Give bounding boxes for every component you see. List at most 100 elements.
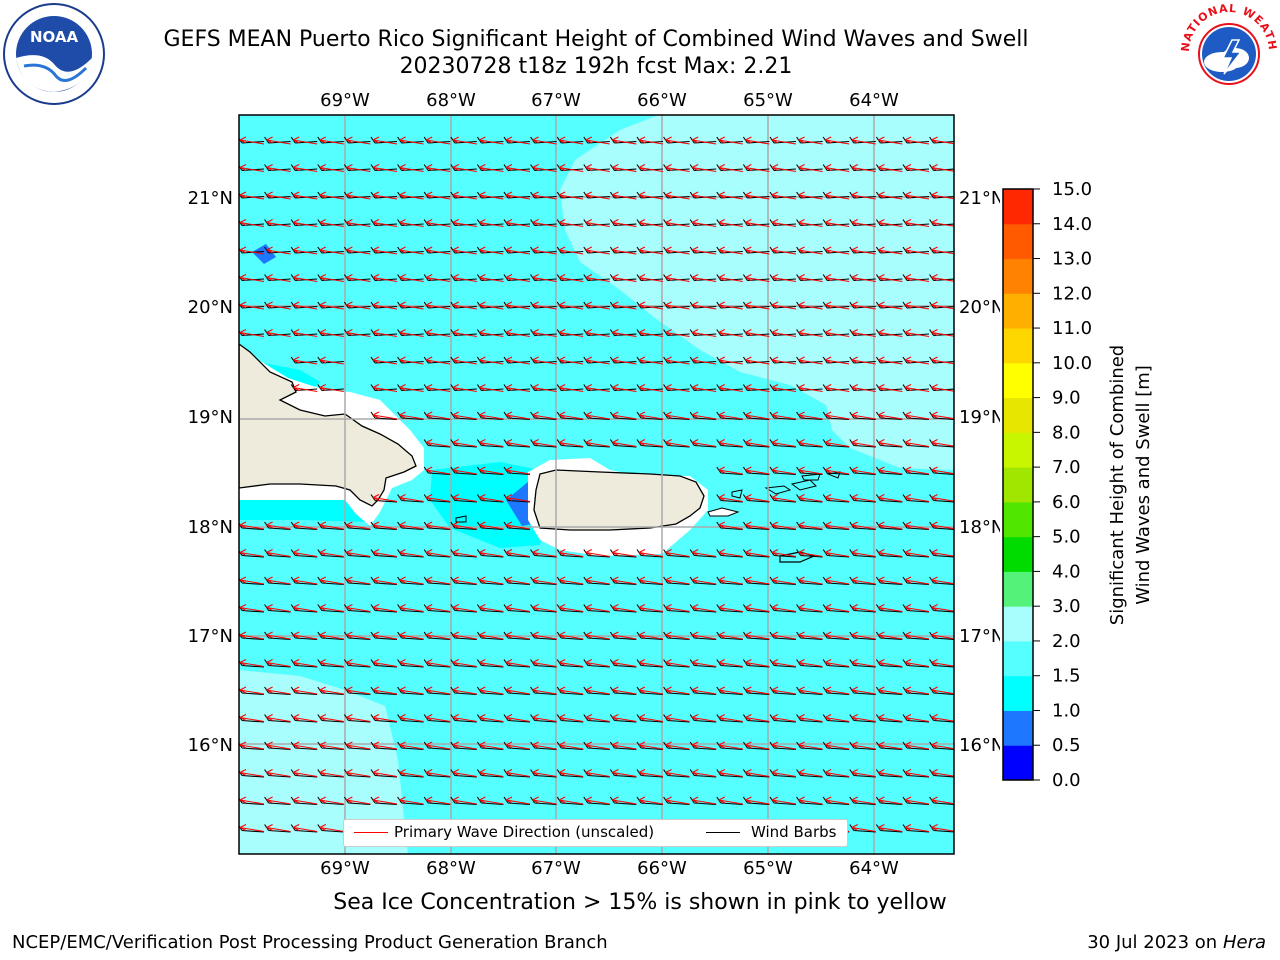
wave-direction-arrow: [665, 164, 690, 173]
wave-direction-arrow: [558, 741, 584, 750]
wave-direction-arrow: [904, 576, 930, 585]
wave-direction-arrow: [612, 604, 637, 613]
wave-direction-arrow: [798, 356, 823, 365]
wave-direction-arrow: [319, 741, 344, 750]
wave-direction-arrow: [638, 796, 664, 805]
wave-direction-arrow: [691, 439, 717, 448]
colorbar-band: [1003, 467, 1033, 503]
wave-direction-arrow: [851, 659, 876, 668]
wave-direction-arrow: [372, 631, 398, 640]
wave-direction-arrow: [399, 631, 424, 640]
wave-direction-arrow: [851, 191, 876, 200]
wave-direction-arrow: [638, 246, 664, 255]
wave-direction-arrow: [878, 521, 903, 530]
wave-direction-arrow: [718, 329, 743, 338]
wave-direction-arrow: [239, 659, 265, 668]
wave-direction-arrow: [718, 411, 743, 420]
wave-direction-arrow: [904, 714, 930, 723]
wave-direction-arrow: [372, 219, 398, 228]
wave-direction-arrow: [745, 439, 770, 448]
wave-direction-arrow: [798, 136, 823, 145]
wave-direction-arrow: [239, 164, 265, 173]
wave-direction-arrow: [292, 631, 318, 640]
wave-direction-arrow: [665, 576, 690, 585]
wave-direction-arrow: [505, 769, 531, 778]
wave-direction-arrow: [319, 521, 344, 530]
wave-direction-arrow: [745, 494, 770, 503]
wave-direction-arrow: [532, 714, 557, 723]
wave-direction-arrow: [292, 301, 318, 310]
wave-direction-arrow: [266, 741, 291, 750]
wave-direction-arrow: [532, 411, 557, 420]
wave-direction-arrow: [824, 686, 850, 695]
wave-direction-arrow: [665, 219, 690, 228]
wave-height-0.5-1m-patch: [506, 482, 532, 526]
wave-direction-arrow: [425, 796, 451, 805]
wave-direction-arrow: [718, 521, 743, 530]
wave-direction-arrow: [558, 411, 584, 420]
colorbar-tick-label: 10.0: [1052, 353, 1092, 374]
wave-direction-arrow: [266, 549, 291, 558]
wave-direction-arrow: [558, 439, 584, 448]
wave-direction-arrow: [665, 411, 690, 420]
wave-direction-arrow: [904, 521, 930, 530]
wave-direction-arrow: [452, 136, 477, 145]
wave-direction-arrow: [585, 356, 610, 365]
wave-direction-arrow: [824, 219, 850, 228]
wave-direction-arrow: [425, 219, 451, 228]
wave-direction-arrow: [824, 411, 850, 420]
wave-direction-arrow: [266, 769, 291, 778]
wave-direction-arrow: [532, 549, 557, 558]
wave-direction-arrow: [319, 576, 344, 585]
wave-direction-arrow: [931, 659, 954, 667]
wave-direction-arrow: [824, 796, 850, 805]
wave-direction-arrow: [718, 604, 743, 613]
wave-direction-arrow: [292, 824, 318, 833]
wave-direction-arrow: [798, 521, 823, 530]
wave-direction-arrow: [904, 136, 930, 145]
wave-direction-arrow: [771, 631, 797, 640]
wave-direction-arrow: [638, 411, 664, 420]
wave-direction-arrow: [239, 274, 265, 283]
wave-direction-arrow: [718, 274, 743, 283]
wave-direction-arrow: [931, 686, 954, 695]
wave-direction-arrow: [425, 686, 451, 695]
wave-direction-arrow: [931, 631, 954, 640]
wave-direction-arrow: [824, 494, 850, 503]
wave-direction-arrow: [745, 329, 770, 338]
wave-direction-arrow: [266, 301, 291, 310]
wave-direction-arrow: [878, 219, 903, 228]
wave-direction-arrow: [505, 136, 531, 145]
wave-direction-arrow: [532, 191, 557, 200]
wave-direction-arrow: [798, 714, 823, 723]
wave-direction-arrow: [452, 631, 477, 640]
wave-direction-arrow: [798, 796, 823, 805]
wave-direction-arrow: [452, 714, 477, 723]
wave-direction-arrow: [612, 741, 637, 750]
wave-direction-arrow: [585, 686, 610, 695]
wave-direction-arrow: [745, 274, 770, 283]
wave-direction-arrow: [505, 576, 531, 585]
wave-direction-arrow: [452, 274, 477, 283]
colorbar-band: [1003, 293, 1033, 329]
wave-direction-arrow: [771, 604, 797, 613]
wave-direction-arrow: [691, 246, 717, 255]
wave-direction-arrow: [266, 164, 291, 173]
wave-direction-arrow: [479, 384, 504, 393]
wave-direction-arrow: [372, 411, 398, 420]
latitude-labels-right: 21°N 20°N 19°N 18°N 17°N 16°N: [959, 188, 1004, 756]
wave-direction-arrow: [452, 301, 477, 310]
wave-direction-arrow: [771, 576, 797, 585]
wave-direction-arrow: [452, 164, 477, 173]
wave-direction-arrow: [479, 164, 504, 173]
wave-direction-arrow: [745, 659, 770, 668]
wave-direction-arrow: [691, 659, 717, 668]
wave-direction-arrow: [612, 411, 637, 420]
colorbar-tick-label: 0.5: [1052, 735, 1081, 756]
legend-wind-barbs-swatch: [706, 832, 740, 833]
wave-direction-arrow: [931, 741, 954, 750]
wave-direction-arrow: [638, 549, 664, 558]
wave-direction-arrow: [479, 659, 504, 668]
wave-direction-arrow: [824, 164, 850, 173]
wave-direction-arrow: [691, 164, 717, 173]
